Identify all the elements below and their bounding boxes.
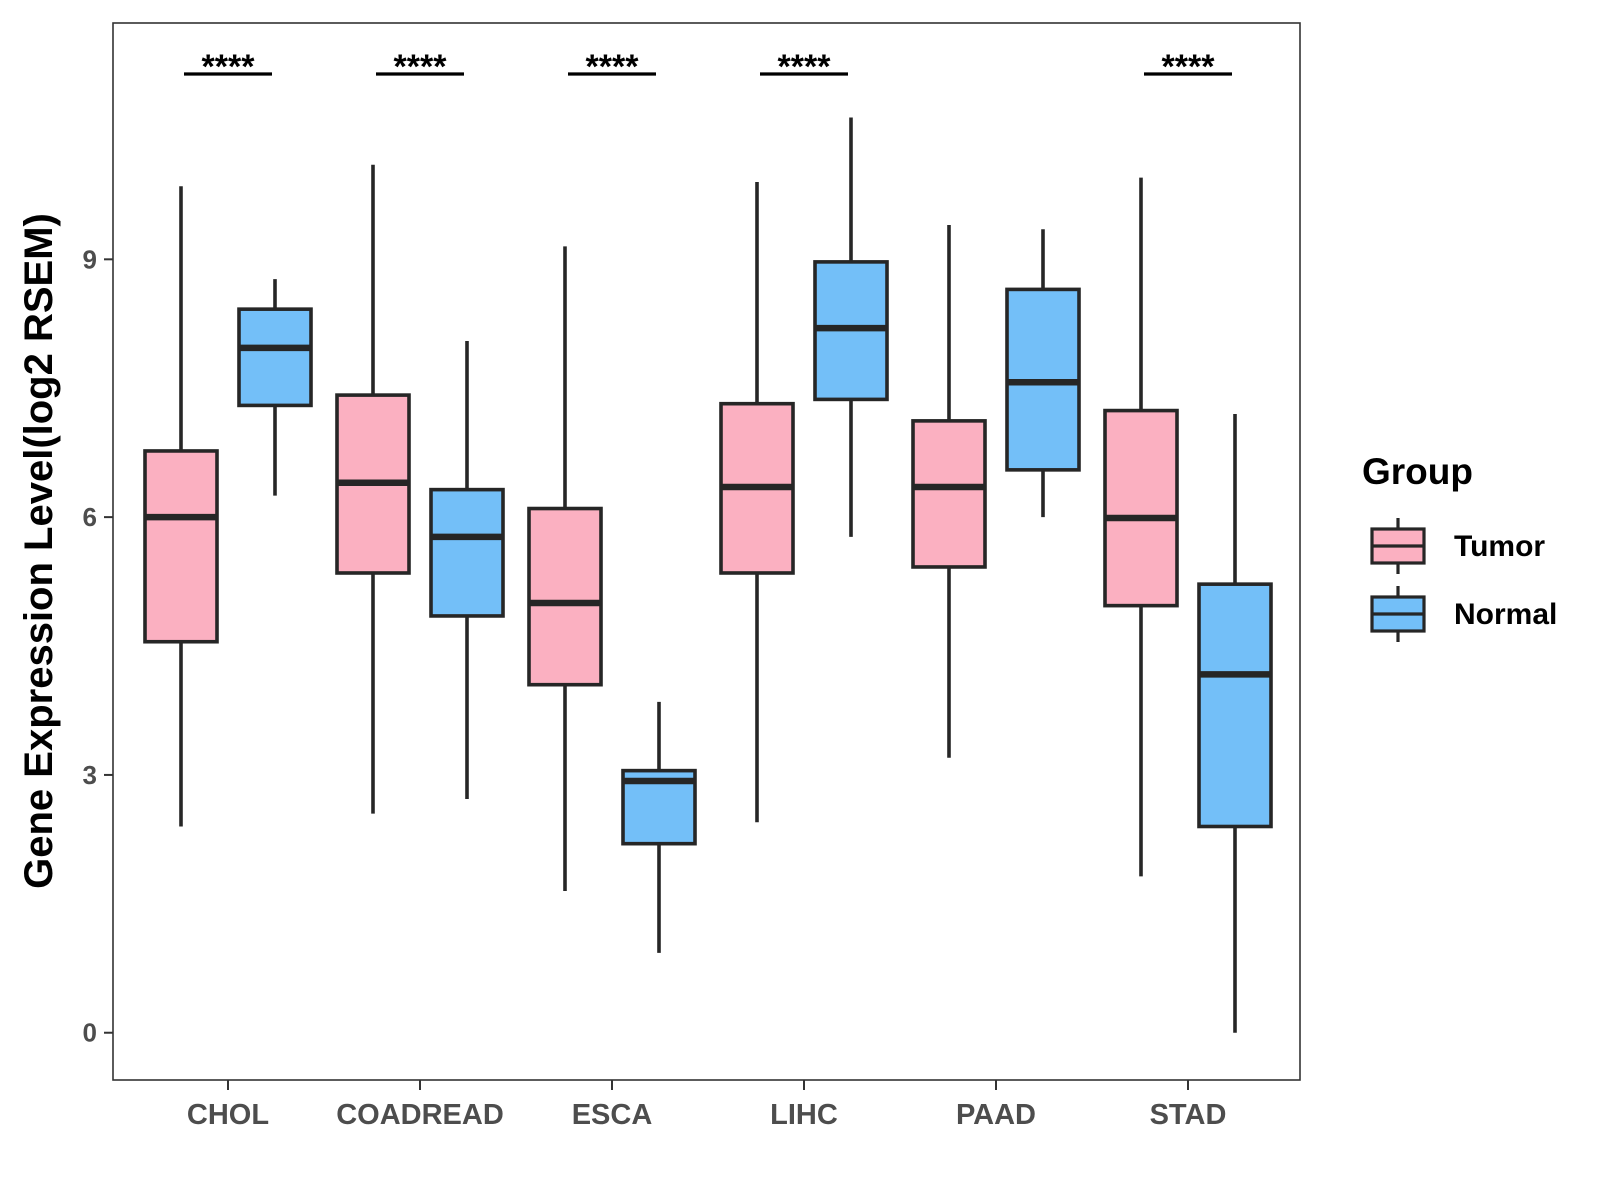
significance-annotations: **** **** **** **** **** — [184, 48, 1232, 86]
x-tick-label-lihc: LIHC — [770, 1099, 838, 1131]
box-body-coadread-normal — [429, 487, 505, 618]
box-esca-tumor — [527, 246, 603, 891]
box-lihc-tumor — [719, 181, 795, 823]
y-tick-label-9: 9 — [83, 244, 97, 274]
x-axis: CHOL COADREAD ESCA LIHC PAAD STAD — [187, 1080, 1226, 1131]
y-tick-label-0: 0 — [83, 1018, 97, 1048]
plot-panel-border — [112, 22, 1301, 1081]
legend: Group Tumor Normal — [1362, 451, 1557, 642]
sig-label-chol: **** — [202, 48, 256, 86]
x-tick-label-esca: ESCA — [572, 1099, 653, 1131]
x-tick-label-stad: STAD — [1150, 1099, 1227, 1131]
box-stad-normal — [1197, 414, 1273, 1033]
box-esca-normal — [621, 701, 697, 953]
box-body-chol-normal — [237, 307, 313, 408]
box-paad-tumor — [911, 224, 987, 758]
legend-label-tumor: Tumor — [1454, 530, 1545, 563]
box-coadread-normal — [429, 340, 505, 799]
box-body-esca-tumor — [527, 506, 603, 687]
sig-label-stad: **** — [1162, 48, 1216, 86]
box-body-paad-tumor — [911, 419, 987, 569]
box-coadread-tumor — [335, 164, 411, 814]
box-paad-normal — [1005, 229, 1081, 518]
sig-label-esca: **** — [586, 48, 640, 86]
boxes-layer — [143, 117, 1273, 1033]
legend-item-normal: Normal — [1370, 586, 1557, 642]
box-body-stad-normal — [1197, 582, 1273, 829]
sig-label-coadread: **** — [394, 48, 448, 86]
x-tick-label-coadread: COADREAD — [336, 1099, 504, 1131]
sig-label-lihc: **** — [778, 48, 832, 86]
legend-label-normal: Normal — [1454, 598, 1557, 631]
x-tick-label-paad: PAAD — [956, 1099, 1036, 1131]
box-chol-tumor — [143, 186, 219, 827]
y-tick-label-6: 6 — [83, 502, 97, 532]
box-stad-tumor — [1103, 177, 1179, 877]
box-lihc-normal — [813, 117, 889, 537]
y-axis: 0 3 6 9 — [83, 244, 113, 1048]
y-tick-label-3: 3 — [83, 760, 97, 790]
x-tick-label-chol: CHOL — [187, 1099, 269, 1131]
legend-title: Group — [1362, 451, 1473, 492]
box-chol-normal — [237, 279, 313, 496]
y-axis-title: Gene Expression Level(log2 RSEM) — [17, 213, 61, 889]
legend-item-tumor: Tumor — [1370, 518, 1545, 574]
box-body-stad-tumor — [1103, 408, 1179, 608]
box-body-chol-tumor — [143, 449, 219, 644]
